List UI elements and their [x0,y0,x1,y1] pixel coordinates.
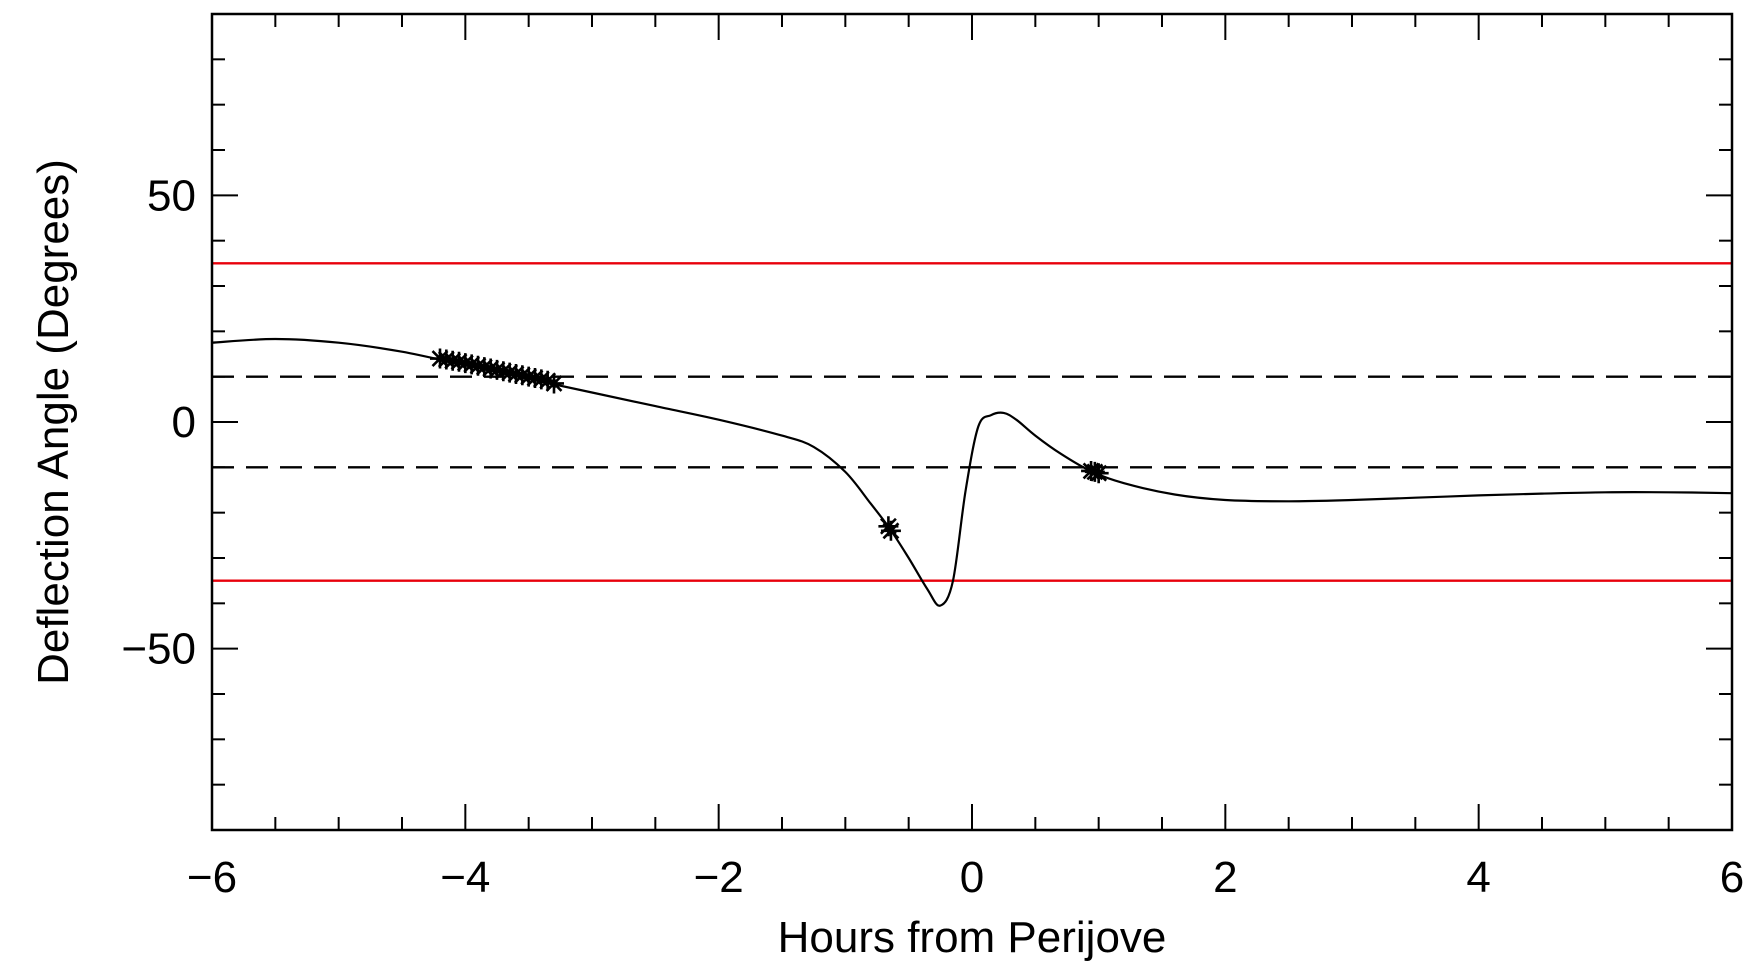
data-marker [480,358,501,379]
data-marker [531,369,552,390]
data-marker [506,363,526,384]
x-tick-label: −4 [440,853,490,902]
data-marker [493,361,514,382]
y-tick-label: 0 [172,398,196,447]
y-tick-label: −50 [121,625,196,674]
data-marker [880,520,901,541]
curve-layer [211,337,1733,607]
data-marker [537,370,558,391]
x-tick-label: 0 [960,853,984,902]
y-tick-label: 50 [147,171,196,220]
y-tick-labels: −50 0 50 [121,171,196,673]
x-tick-label: −6 [187,853,237,902]
data-marker [468,355,488,376]
data-marker [525,368,545,389]
deflection-curve [211,337,1733,607]
data-marker [487,359,507,380]
x-tick-label: 2 [1213,853,1237,902]
x-tick-labels: −6 −4 −2 0 2 4 6 [187,853,1744,902]
axis-ticks [211,13,1733,831]
data-marker [474,357,495,378]
data-marker [449,351,469,372]
plot-frame [210,12,1734,832]
x-tick-label: −2 [694,853,744,902]
x-axis-title: Hours from Perijove [778,913,1167,962]
data-marker [499,362,520,383]
data-marker [544,373,564,394]
x-tick-label: 6 [1720,853,1744,902]
data-marker [518,366,539,387]
data-marker [455,353,476,374]
data-marker [878,516,899,537]
data-marker [512,365,533,386]
data-marker [436,349,457,370]
data-marker [461,354,482,375]
reference-lines [212,262,1732,582]
marker-layer [430,348,1109,541]
x-tick-label: 4 [1466,853,1490,902]
data-marker [1088,463,1109,484]
y-axis-title: Deflection Angle (Degrees) [29,159,78,685]
data-marker [1084,461,1105,482]
